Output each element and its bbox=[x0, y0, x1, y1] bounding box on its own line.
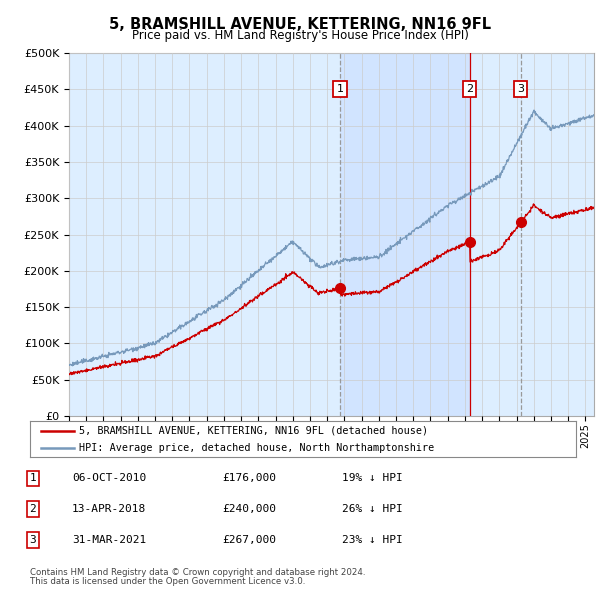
Text: 31-MAR-2021: 31-MAR-2021 bbox=[72, 535, 146, 545]
Text: Price paid vs. HM Land Registry's House Price Index (HPI): Price paid vs. HM Land Registry's House … bbox=[131, 30, 469, 42]
Text: 1: 1 bbox=[337, 84, 344, 94]
Text: 5, BRAMSHILL AVENUE, KETTERING, NN16 9FL: 5, BRAMSHILL AVENUE, KETTERING, NN16 9FL bbox=[109, 17, 491, 31]
Text: £240,000: £240,000 bbox=[222, 504, 276, 514]
Text: 2: 2 bbox=[29, 504, 37, 514]
Text: 3: 3 bbox=[29, 535, 37, 545]
Text: 5, BRAMSHILL AVENUE, KETTERING, NN16 9FL (detached house): 5, BRAMSHILL AVENUE, KETTERING, NN16 9FL… bbox=[79, 425, 428, 435]
Text: 23% ↓ HPI: 23% ↓ HPI bbox=[342, 535, 403, 545]
Text: 2: 2 bbox=[466, 84, 473, 94]
Text: £176,000: £176,000 bbox=[222, 474, 276, 483]
Text: HPI: Average price, detached house, North Northamptonshire: HPI: Average price, detached house, Nort… bbox=[79, 443, 434, 453]
Text: Contains HM Land Registry data © Crown copyright and database right 2024.: Contains HM Land Registry data © Crown c… bbox=[30, 568, 365, 577]
Text: This data is licensed under the Open Government Licence v3.0.: This data is licensed under the Open Gov… bbox=[30, 578, 305, 586]
Text: 06-OCT-2010: 06-OCT-2010 bbox=[72, 474, 146, 483]
Text: 3: 3 bbox=[517, 84, 524, 94]
Text: £267,000: £267,000 bbox=[222, 535, 276, 545]
Text: 19% ↓ HPI: 19% ↓ HPI bbox=[342, 474, 403, 483]
Text: 1: 1 bbox=[29, 474, 37, 483]
Text: 13-APR-2018: 13-APR-2018 bbox=[72, 504, 146, 514]
Text: 26% ↓ HPI: 26% ↓ HPI bbox=[342, 504, 403, 514]
Bar bbox=[340, 53, 470, 416]
